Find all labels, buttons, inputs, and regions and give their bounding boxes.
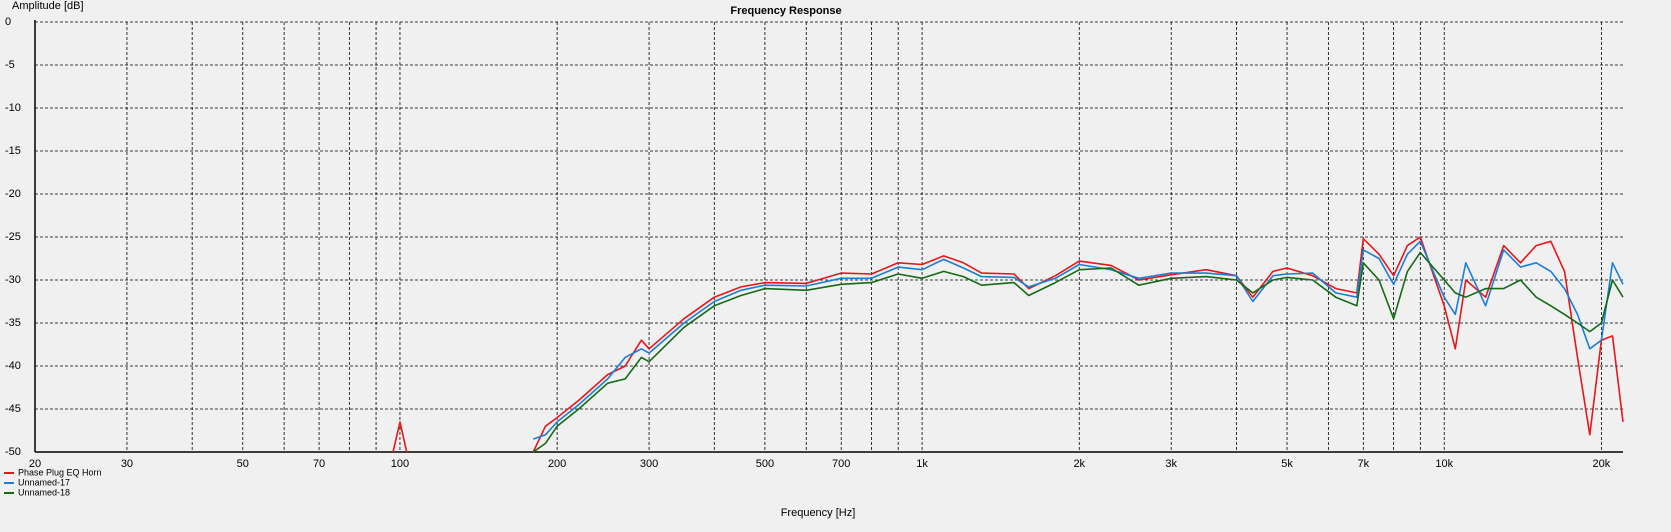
x-tick-label: 2k — [1073, 458, 1085, 470]
y-tick-label: 0 — [5, 16, 11, 28]
x-tick-label: 70 — [313, 458, 325, 470]
x-tick-label: 1k — [916, 458, 928, 470]
y-tick-label: -25 — [5, 231, 21, 243]
x-tick-label: 50 — [237, 458, 249, 470]
y-tick-label: -30 — [5, 274, 21, 286]
legend-label: Unnamed-18 — [18, 487, 70, 497]
y-tick-label: -50 — [5, 446, 21, 458]
x-tick-label: 10k — [1435, 458, 1453, 470]
x-tick-label: 30 — [121, 458, 133, 470]
x-tick-label: 700 — [832, 458, 850, 470]
plot-area — [392, 236, 1624, 453]
y-tick-label: -15 — [5, 145, 21, 157]
series-line — [532, 251, 1624, 453]
legend-label: Unnamed-17 — [18, 477, 70, 487]
chart-title: Frequency Response — [730, 5, 841, 17]
x-tick-label: 7k — [1358, 458, 1370, 470]
x-tick-label: 20k — [1593, 458, 1611, 470]
y-tick-label: -40 — [5, 360, 21, 372]
y-tick-label: -45 — [5, 403, 21, 415]
x-tick-label: 5k — [1281, 458, 1293, 470]
x-tick-label: 100 — [391, 458, 409, 470]
x-axis-label: Frequency [Hz] — [781, 507, 856, 519]
legend-label: Phase Plug EQ Horn — [18, 467, 102, 477]
y-tick-label: -20 — [5, 188, 21, 200]
series-line — [532, 240, 1624, 440]
series-line — [392, 236, 1624, 453]
x-tick-label: 300 — [640, 458, 658, 470]
x-tick-label: 3k — [1165, 458, 1177, 470]
y-tick-label: -10 — [5, 102, 21, 114]
y-tick-label: -5 — [5, 59, 15, 71]
y-tick-label: -35 — [5, 317, 21, 329]
y-axis-label: Amplitude [dB] — [12, 0, 84, 12]
x-tick-label: 200 — [548, 458, 566, 470]
x-tick-label: 500 — [756, 458, 774, 470]
x-tick-label: 20 — [29, 458, 41, 470]
